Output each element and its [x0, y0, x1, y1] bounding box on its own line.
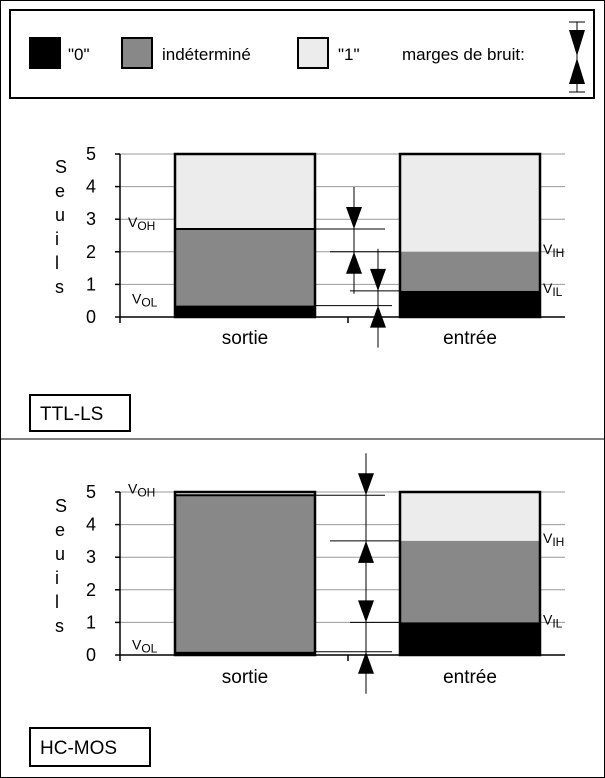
input-bar-frame	[398, 152, 542, 319]
legend: "0" indéterminé "1" marges de bruit:	[9, 9, 595, 99]
family-label: TTL-LS	[40, 404, 103, 425]
input-undefined-region	[400, 540, 540, 623]
axis-title-letter: S	[55, 496, 67, 516]
legend-swatch-one	[297, 37, 329, 69]
output-undefined-region	[175, 228, 315, 306]
input-label: entrée	[443, 328, 497, 349]
axis-title-letter: e	[55, 181, 65, 201]
legend-swatch-undefined	[121, 37, 153, 69]
output-label: sortie	[222, 667, 268, 688]
arrow-up-icon	[569, 58, 585, 84]
axis-title-letter: S	[55, 157, 67, 177]
noise-margin-symbol	[569, 21, 585, 93]
y-tick-label: 3	[86, 209, 96, 229]
axis-title-letter: u	[55, 205, 65, 225]
vol-label: VOL	[132, 637, 158, 656]
input-bar-frame	[398, 490, 542, 657]
vil-label: VIL	[543, 280, 563, 299]
arrow-down-icon	[569, 30, 585, 56]
axis-title-letter: i	[55, 229, 59, 249]
vil-label: VIL	[543, 611, 563, 630]
axis-title-letter: s	[55, 616, 64, 636]
noise-margin-low-arrow-up-icon	[358, 651, 374, 674]
vih-label: VIH	[543, 530, 564, 549]
legend-label-undefined: indéterminé	[162, 45, 251, 64]
voh-label: VOH	[128, 214, 155, 233]
y-tick-label: 5	[86, 144, 96, 164]
family-label-box	[29, 727, 151, 767]
output-undefined-region	[175, 495, 315, 652]
input-label: entrée	[443, 667, 497, 688]
input-low-region	[400, 290, 540, 317]
legend-swatch-zero	[29, 37, 61, 69]
noise-margin-high-arrow-down-icon	[346, 206, 362, 229]
axis-title-letter: s	[55, 277, 64, 297]
input-high-region	[400, 154, 540, 252]
y-tick-label: 4	[86, 515, 96, 535]
y-tick-label: 4	[86, 177, 96, 197]
family-label: HC-MOS	[40, 738, 117, 759]
input-low-region	[400, 622, 540, 655]
family-label-box	[29, 394, 131, 432]
y-tick-label: 0	[86, 307, 96, 327]
axis-title-letter: l	[55, 592, 59, 612]
input-undefined-region	[400, 251, 540, 291]
y-tick-label: 0	[86, 645, 96, 665]
vih-label: VIH	[543, 241, 564, 260]
axis-title-letter: e	[55, 520, 65, 540]
output-label: sortie	[222, 328, 268, 349]
legend-label-one: "1"	[338, 45, 360, 64]
y-tick-label: 1	[86, 612, 96, 632]
axis-title-letter: i	[55, 568, 59, 588]
axis-title-letter: u	[55, 544, 65, 564]
output-low-region	[175, 305, 315, 317]
output-low-region	[175, 651, 315, 655]
noise-margin-low-arrow-up-icon	[370, 305, 386, 328]
input-high-region	[400, 492, 540, 541]
output-high-region	[175, 492, 315, 496]
y-tick-label: 2	[86, 242, 96, 262]
legend-label-noise-margin: marges de bruit:	[402, 45, 525, 64]
output-bar-frame	[173, 152, 317, 319]
legend-label-zero: "0"	[68, 45, 90, 64]
noise-margin-high-arrow-down-icon	[358, 473, 374, 496]
noise-margin-high-arrow-up-icon	[358, 540, 374, 563]
axis-title-letter: l	[55, 253, 59, 273]
output-bar-frame	[173, 490, 317, 657]
y-tick-label: 3	[86, 547, 96, 567]
output-high-region	[175, 154, 315, 229]
vol-label: VOL	[132, 291, 158, 310]
noise-margin-low-arrow-down-icon	[358, 600, 374, 623]
y-tick-label: 1	[86, 274, 96, 294]
noise-margin-high-arrow-up-icon	[346, 251, 362, 274]
y-tick-label: 5	[86, 482, 96, 502]
voh-label: VOH	[128, 480, 155, 499]
noise-margin-low-arrow-down-icon	[370, 268, 386, 291]
y-tick-label: 2	[86, 580, 96, 600]
